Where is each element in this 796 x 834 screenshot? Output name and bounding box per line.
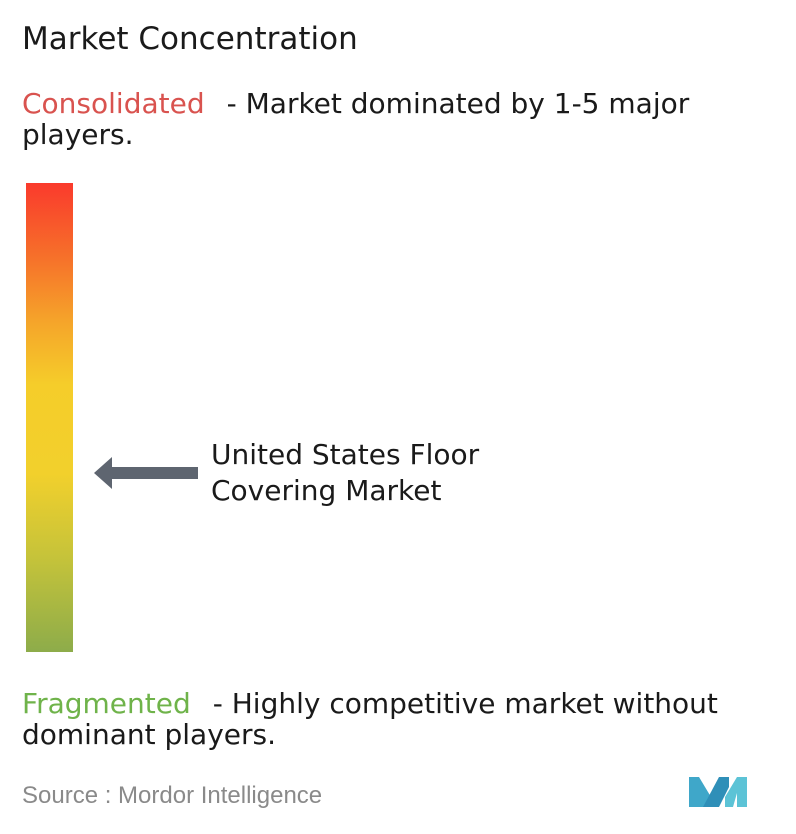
mordor-intelligence-logo bbox=[689, 777, 747, 807]
fragmented-description: Fragmented - Highly competitive market wi… bbox=[22, 688, 792, 750]
chart-title: Market Concentration bbox=[22, 21, 358, 57]
concentration-gradient-bar bbox=[26, 183, 73, 652]
logo-right-stroke bbox=[725, 777, 747, 807]
market-marker-label: United States Floor Covering Market bbox=[211, 438, 480, 507]
logo-left-stroke bbox=[689, 777, 711, 807]
consolidated-term: Consolidated bbox=[22, 87, 205, 120]
source-text: Source : Mordor Intelligence bbox=[22, 782, 323, 809]
logo-middle-stroke bbox=[703, 777, 729, 807]
consolidated-text: - Market dominated by 1-5 major players. bbox=[22, 87, 690, 151]
left-arrow-icon bbox=[94, 457, 198, 489]
fragmented-term: Fragmented bbox=[22, 687, 191, 720]
consolidated-description: Consolidated - Market dominated by 1-5 ma… bbox=[22, 88, 792, 150]
fragmented-text: - Highly competitive market without domi… bbox=[22, 687, 718, 751]
arrow-shape bbox=[94, 457, 198, 489]
